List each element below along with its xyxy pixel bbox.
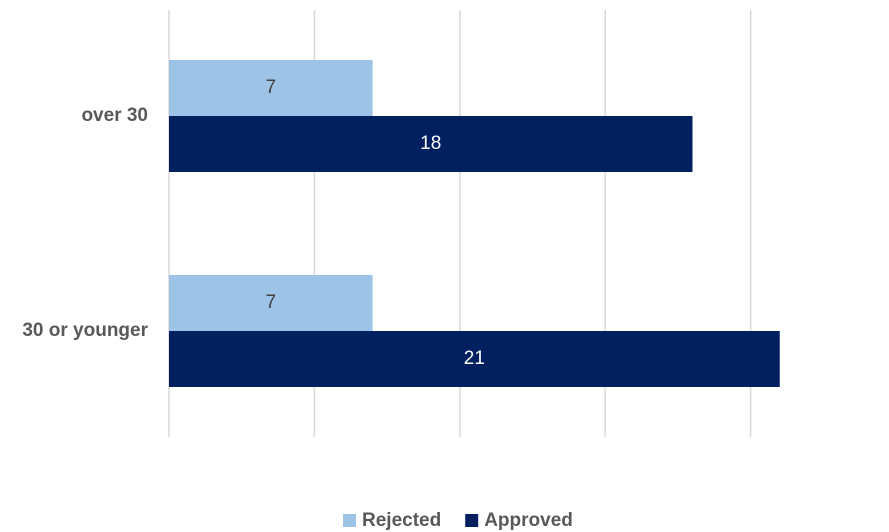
- y-tick-label: over 30: [81, 105, 148, 126]
- legend-swatch: [343, 514, 356, 527]
- data-label: 7: [266, 292, 277, 313]
- legend-label: Approved: [484, 510, 573, 531]
- data-label: 18: [420, 133, 441, 154]
- bar: [169, 331, 780, 387]
- y-tick-label: 30 or younger: [22, 320, 148, 341]
- legend-label: Rejected: [362, 510, 441, 531]
- data-label: 7: [266, 77, 277, 98]
- legend-swatch: [465, 514, 479, 527]
- bar: [169, 60, 373, 116]
- bar: [169, 275, 373, 331]
- bar: [169, 116, 693, 172]
- data-label: 21: [464, 348, 485, 369]
